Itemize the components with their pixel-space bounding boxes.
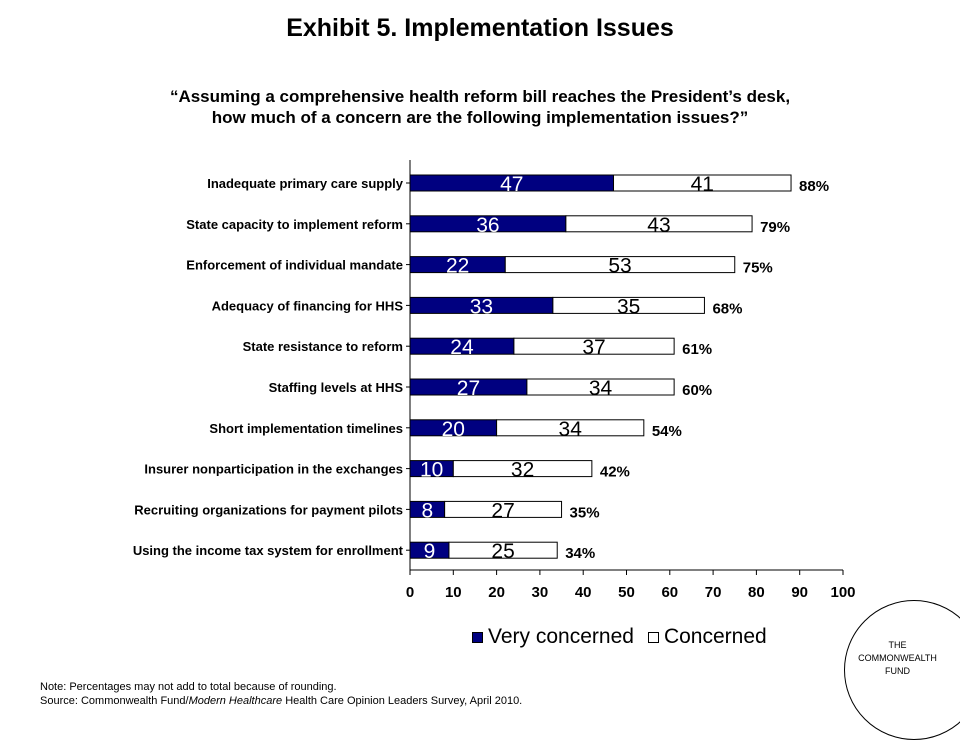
x-axis-tick-label: 20	[488, 584, 505, 601]
data-label-very-concerned: 20	[442, 418, 465, 441]
source-prefix: Source: Commonwealth Fund/	[40, 695, 189, 707]
category-label: Adequacy of financing for HHS	[212, 298, 404, 313]
x-axis-tick-label: 90	[791, 584, 808, 601]
bar-concerned	[448, 541, 558, 559]
legend-item-very-concerned: Very concerned	[472, 625, 634, 649]
survey-question: “Assuming a comprehensive health reform …	[100, 86, 860, 128]
x-axis-tick-label: 10	[445, 584, 462, 601]
category-label: Staffing levels at HHS	[269, 380, 404, 395]
logo-line-1: THE	[888, 640, 907, 650]
x-axis-tick-label: 70	[705, 584, 722, 601]
category-label: Using the income tax system for enrollme…	[133, 543, 404, 558]
bar-concerned	[613, 174, 792, 192]
logo-line-3: FUND	[885, 666, 910, 676]
data-label-very-concerned: 27	[457, 377, 480, 400]
data-label-very-concerned: 10	[420, 459, 443, 482]
source-publication: Modern Healthcare	[188, 695, 283, 707]
x-axis-tick-label: 50	[618, 584, 635, 601]
data-label-total: 35%	[570, 504, 600, 521]
data-label-total: 61%	[682, 341, 712, 358]
survey-question-line-1: “Assuming a comprehensive health reform …	[169, 87, 791, 106]
source-line: Source: Commonwealth Fund/Modern Healthc…	[40, 694, 522, 708]
data-label-very-concerned: 47	[500, 173, 523, 196]
chart-legend: Very concerned Concerned	[472, 624, 781, 650]
category-label: Insurer nonparticipation in the exchange…	[144, 462, 403, 477]
legend-label-concerned: Concerned	[663, 625, 767, 648]
data-label-very-concerned: 33	[470, 295, 493, 318]
bar-concerned	[504, 256, 736, 274]
data-label-total: 75%	[743, 260, 773, 277]
data-label-very-concerned: 36	[476, 214, 499, 237]
category-label: State capacity to implement reform	[186, 217, 403, 232]
data-label-total: 60%	[682, 382, 712, 399]
logo-line-2: COMMONWEALTH	[858, 653, 937, 663]
bar-concerned	[513, 337, 675, 355]
data-label-concerned: 32	[511, 459, 534, 482]
data-label-very-concerned: 9	[424, 540, 436, 563]
x-axis-tick-label: 80	[748, 584, 765, 601]
data-label-total: 79%	[760, 219, 790, 236]
data-label-very-concerned: 24	[450, 336, 474, 359]
x-axis-tick-label: 0	[406, 584, 414, 601]
x-axis-tick-label: 40	[575, 584, 592, 601]
category-label: State resistance to reform	[243, 339, 403, 354]
category-label: Short implementation timelines	[209, 421, 403, 436]
commonwealth-fund-logo: THE COMMONWEALTH FUND	[844, 600, 960, 740]
data-label-concerned: 25	[491, 540, 514, 563]
data-label-total: 34%	[565, 545, 595, 562]
x-axis-tick-label: 60	[661, 584, 678, 601]
legend-item-concerned: Concerned	[647, 625, 767, 649]
data-label-very-concerned: 8	[421, 499, 433, 522]
data-label-concerned: 41	[691, 173, 714, 196]
category-label: Recruiting organizations for payment pil…	[134, 502, 403, 517]
data-label-concerned: 43	[647, 214, 670, 237]
x-axis-tick-label: 100	[830, 584, 855, 601]
data-label-total: 42%	[600, 464, 630, 481]
bar-concerned	[565, 215, 753, 233]
data-label-concerned: 35	[617, 295, 640, 318]
data-label-concerned: 37	[582, 336, 605, 359]
data-label-total: 54%	[652, 423, 682, 440]
x-axis-tick-label: 30	[532, 584, 549, 601]
data-label-very-concerned: 22	[446, 255, 469, 278]
logo-text: THE COMMONWEALTH FUND	[845, 639, 950, 678]
bar-concerned	[444, 500, 563, 518]
data-label-total: 68%	[712, 300, 742, 317]
bar-concerned	[452, 460, 593, 478]
legend-label-very-concerned: Very concerned	[488, 625, 634, 648]
bar-concerned	[526, 378, 675, 396]
exhibit-title: Exhibit 5. Implementation Issues	[286, 14, 674, 42]
source-suffix: Health Care Opinion Leaders Survey, Apri…	[282, 695, 523, 707]
stacked-bar-chart: Inadequate primary care supply 47 41 88% Sta…	[133, 160, 856, 601]
data-label-concerned: 34	[589, 377, 613, 400]
category-label: Enforcement of individual mandate	[186, 258, 403, 273]
category-label: Inadequate primary care supply	[207, 176, 404, 191]
data-label-concerned: 27	[491, 499, 514, 522]
data-label-total: 88%	[799, 178, 829, 195]
survey-question-line-2: how much of a concern are the following …	[211, 108, 749, 127]
note-line: Note: Percentages may not add to total b…	[40, 681, 337, 693]
legend-swatch-very-concerned	[472, 631, 483, 643]
bar-concerned	[496, 419, 645, 437]
bar-concerned	[552, 296, 705, 314]
data-label-concerned: 34	[559, 418, 583, 441]
data-label-concerned: 53	[608, 255, 631, 278]
footnotes: Note: Percentages may not add to total b…	[40, 680, 522, 708]
legend-swatch-concerned	[647, 631, 659, 643]
